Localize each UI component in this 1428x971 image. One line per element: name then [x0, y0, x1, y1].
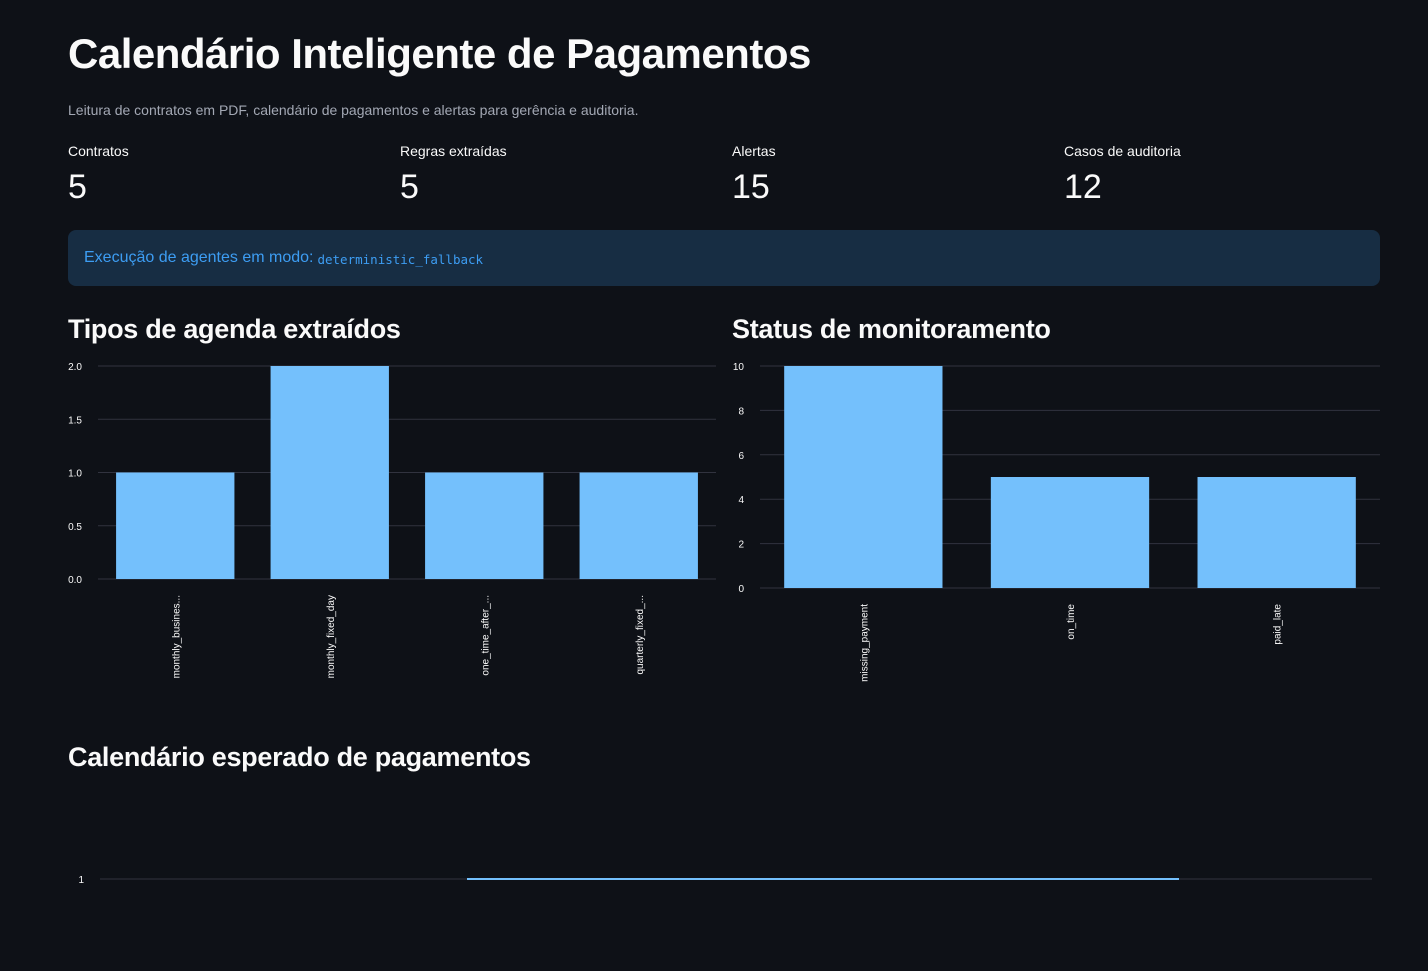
metric-label: Casos de auditoria	[1064, 143, 1181, 159]
x-tick-label: missing_payment	[859, 604, 870, 682]
metric-audit-cases: Casos de auditoria 12	[1064, 142, 1384, 210]
y-tick-label: 8	[738, 406, 744, 417]
metric-value: 15	[732, 168, 770, 206]
bar	[1197, 477, 1356, 588]
monitoring-status-chart[interactable]: 0 2 4 6 8 10 missing_payment on_time paid_late	[726, 355, 1386, 705]
y-tick-label: 0	[738, 584, 744, 595]
metric-label: Contratos	[68, 143, 129, 159]
metric-extracted-rules: Regras extraídas 5	[400, 142, 720, 210]
y-tick-label: 1.5	[68, 415, 82, 426]
bar	[990, 477, 1150, 588]
agent-mode-info-box: Execução de agentes em modo: determinist…	[68, 230, 1380, 286]
x-tick-label: one_time_after_...	[480, 595, 491, 676]
y-tick-label: 1.0	[68, 469, 82, 480]
page-title: Calendário Inteligente de Pagamentos	[68, 30, 811, 77]
x-tick-label: on_time	[1066, 604, 1077, 640]
y-tick-label: 1	[78, 875, 84, 886]
x-tick-label: paid_late	[1273, 604, 1284, 645]
y-tick-label: 2	[738, 540, 744, 551]
metric-value: 12	[1064, 168, 1102, 206]
bar	[579, 472, 698, 579]
x-tick-label: monthly_busines...	[171, 595, 182, 678]
y-tick-label: 2.0	[68, 362, 82, 373]
metric-label: Regras extraídas	[400, 143, 507, 159]
bar	[270, 366, 389, 579]
bar	[425, 472, 544, 579]
y-tick-label: 10	[733, 362, 745, 373]
bar	[116, 472, 235, 579]
metric-alerts: Alertas 15	[732, 142, 1052, 210]
expected-calendar-heading: Calendário esperado de pagamentos	[68, 742, 531, 772]
bar	[784, 366, 943, 588]
x-tick-label: monthly_fixed_day	[326, 595, 337, 678]
metric-label: Alertas	[732, 143, 776, 159]
schedule-types-heading: Tipos de agenda extraídos	[68, 314, 401, 344]
schedule-types-chart[interactable]: 0.0 0.5 1.0 1.5 2.0 monthly_busines... monthly…	[60, 355, 720, 705]
x-tick-label: quarterly_fixed_...	[635, 595, 646, 675]
expected-calendar-chart[interactable]: 1	[60, 860, 1380, 900]
y-tick-label: 6	[738, 451, 744, 462]
metric-value: 5	[68, 168, 87, 206]
y-tick-label: 0.0	[68, 575, 82, 586]
page-subtitle: Leitura de contratos em PDF, calendário …	[68, 102, 639, 118]
y-tick-label: 4	[738, 495, 744, 506]
agent-mode-code: deterministic_fallback	[317, 251, 484, 267]
monitoring-status-heading: Status de monitoramento	[732, 314, 1051, 344]
y-tick-label: 0.5	[68, 522, 82, 533]
metric-contracts: Contratos 5	[68, 142, 388, 210]
metric-value: 5	[400, 168, 419, 206]
info-text: Execução de agentes em modo:	[84, 249, 314, 266]
